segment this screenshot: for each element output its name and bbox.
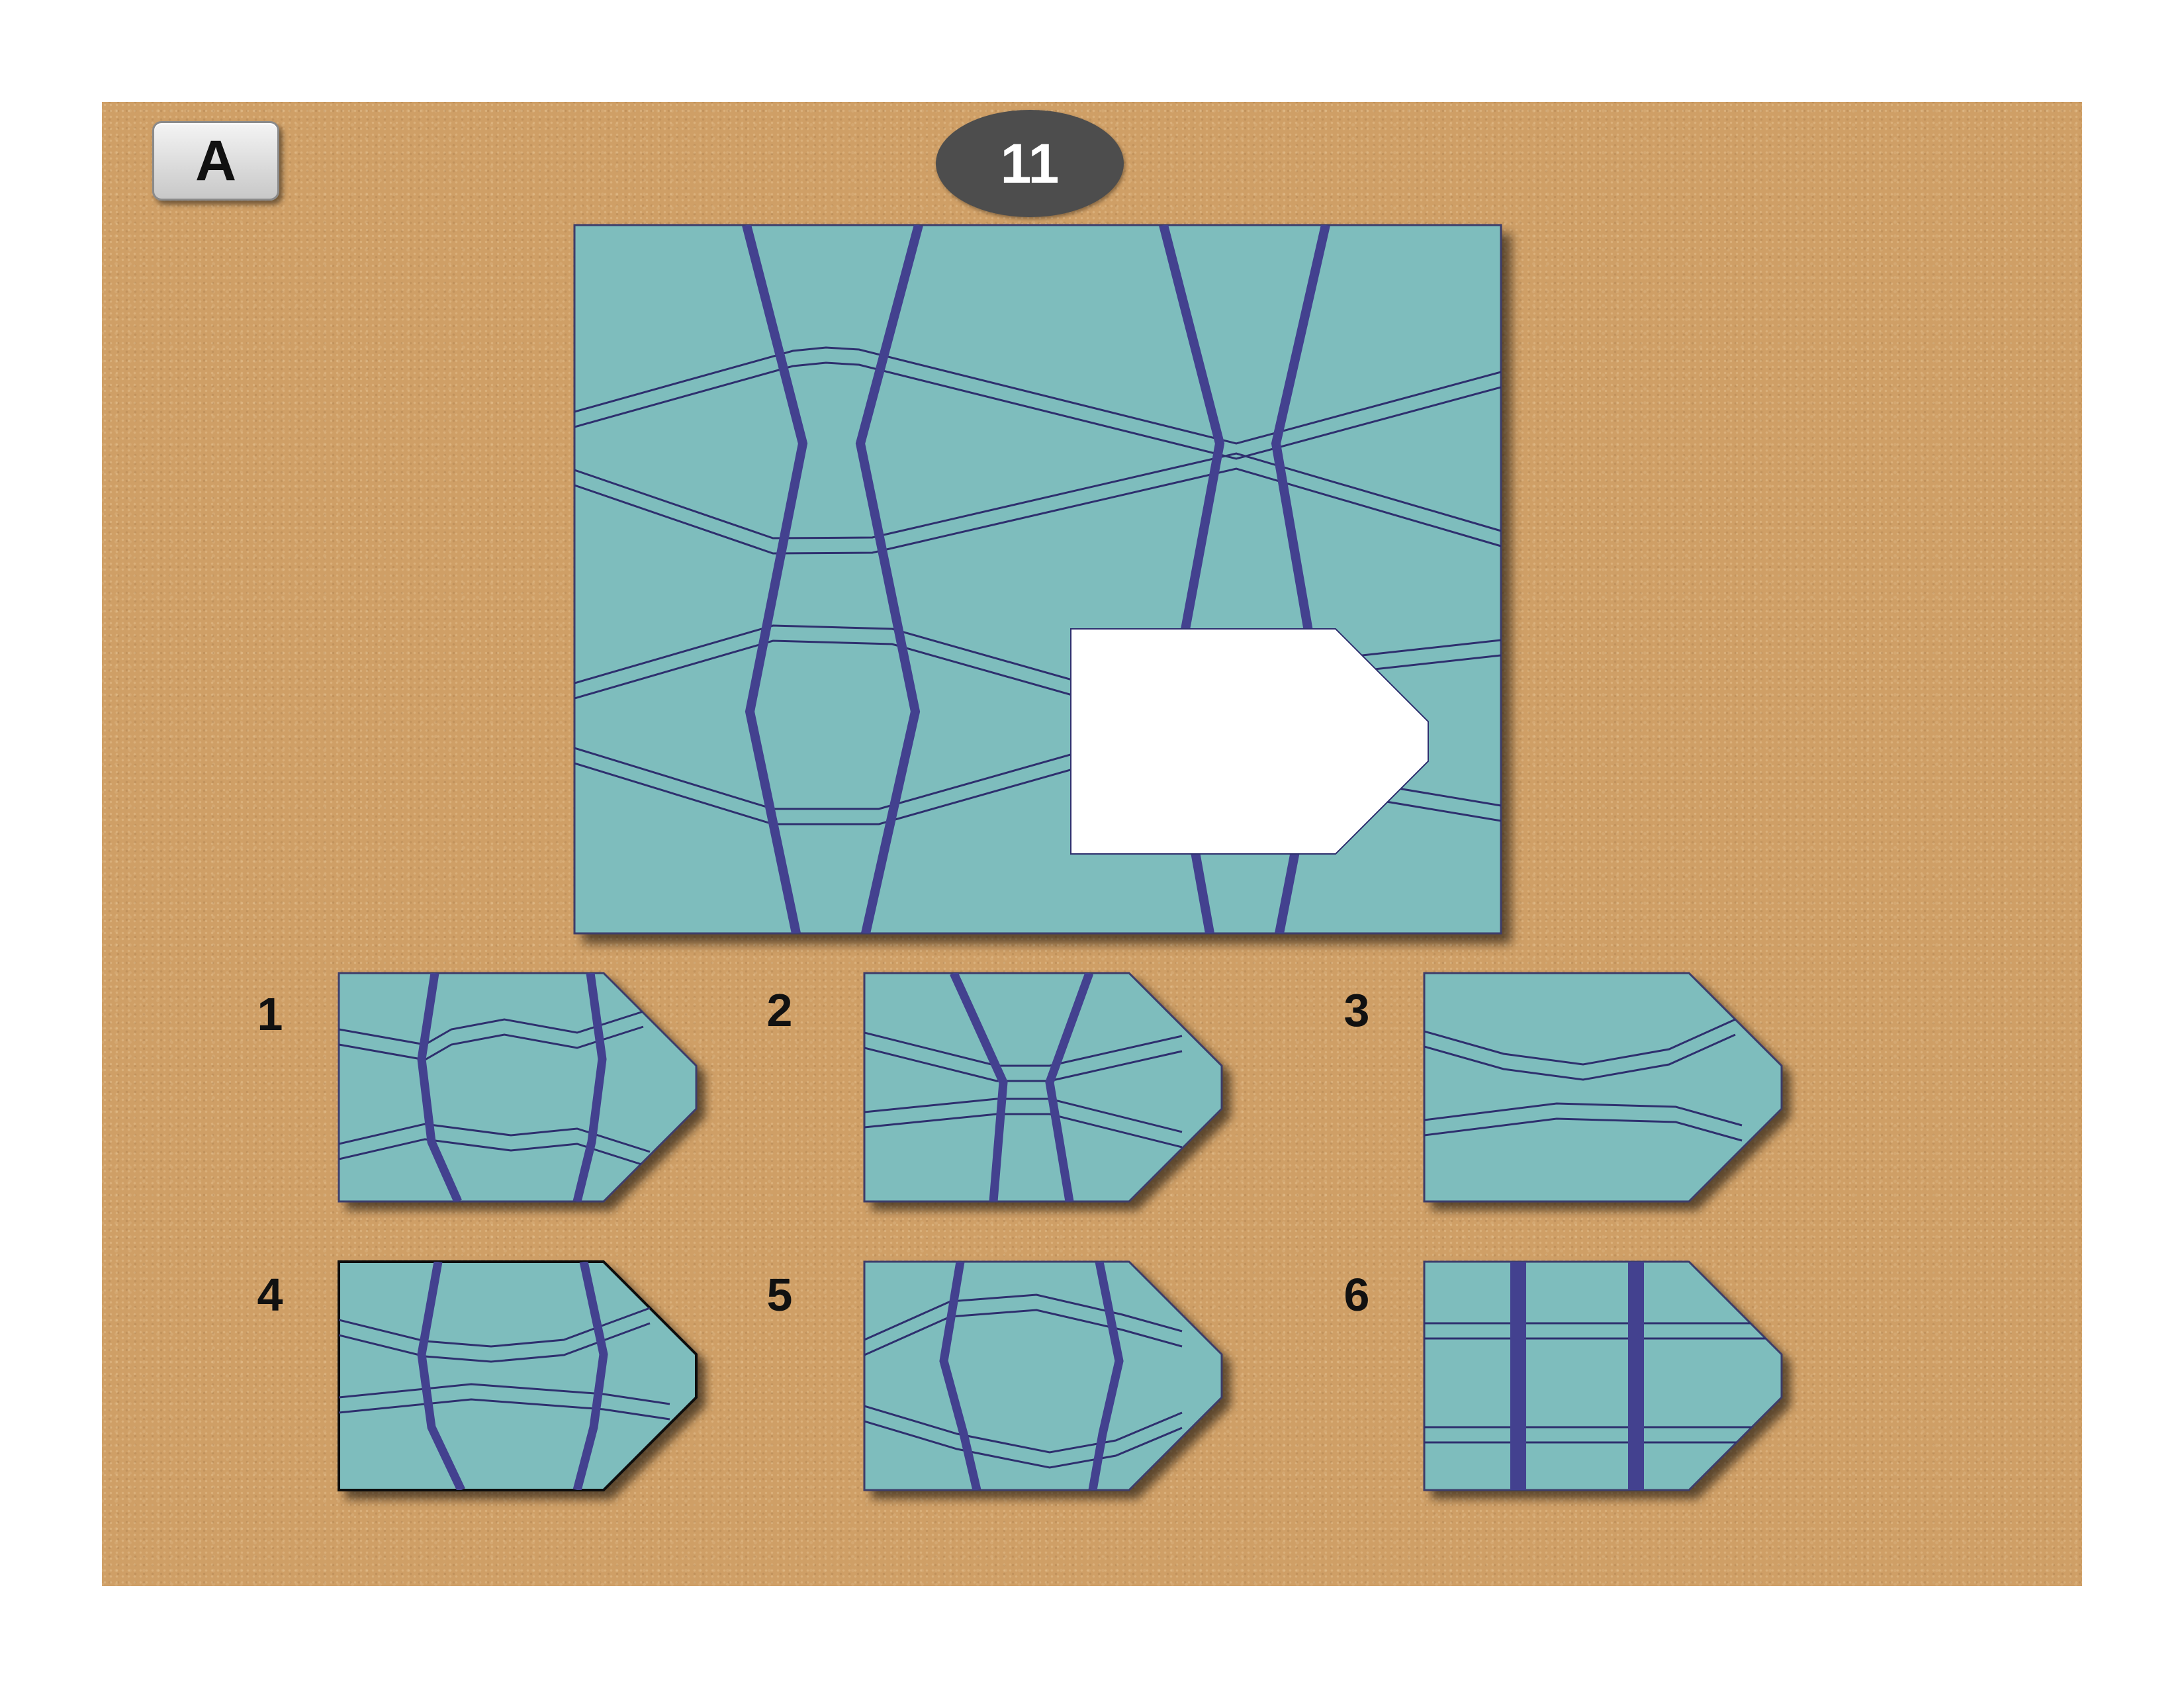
option-number-5: 5 bbox=[766, 1269, 793, 1321]
option-number-6: 6 bbox=[1343, 1269, 1370, 1321]
test-form-button[interactable]: A bbox=[152, 121, 279, 201]
option-number-3: 3 bbox=[1343, 984, 1370, 1036]
option-number-1: 1 bbox=[257, 988, 283, 1040]
option-number-4: 4 bbox=[257, 1269, 283, 1321]
option-piece-2[interactable] bbox=[863, 972, 1235, 1219]
option-piece-5[interactable] bbox=[863, 1260, 1235, 1508]
question-number-badge: 11 bbox=[936, 110, 1124, 217]
option-piece-3[interactable] bbox=[1423, 972, 1795, 1219]
puzzle-matrix bbox=[573, 224, 1502, 935]
option-piece-4[interactable] bbox=[338, 1260, 709, 1508]
option-piece-6[interactable] bbox=[1423, 1260, 1795, 1508]
option-piece-1[interactable] bbox=[338, 972, 709, 1219]
option-number-2: 2 bbox=[766, 984, 793, 1036]
missing-piece-slot bbox=[1070, 628, 1429, 855]
